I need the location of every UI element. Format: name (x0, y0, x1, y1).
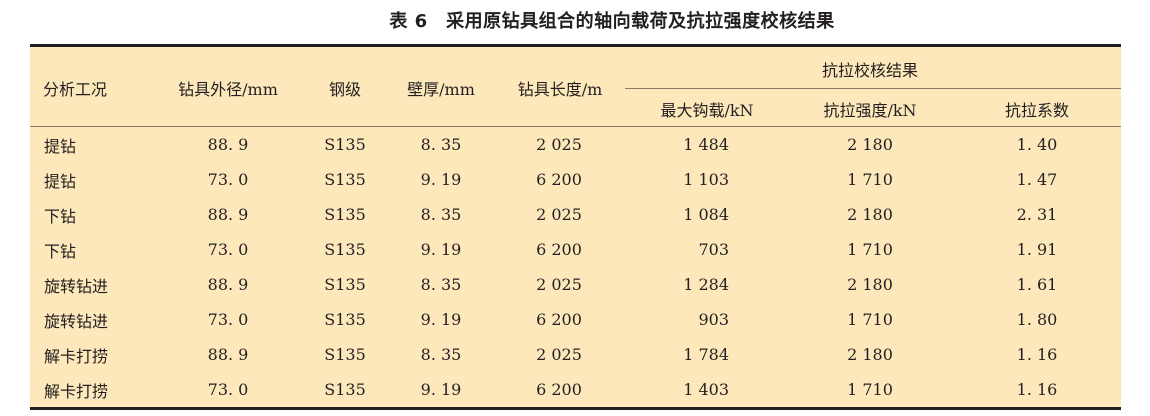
cell-grade: S135 (324, 205, 366, 224)
cell-condition: 旋转钻进 (44, 311, 109, 331)
cell-condition: 提钻 (44, 136, 77, 156)
header-strength: 抗拉强度/kN (823, 101, 917, 120)
cell-strength: 2 180 (847, 135, 893, 154)
table-row: 旋转钻进 73. 0 S135 9. 19 6 200 903 1 710 1. 80 (30, 302, 1121, 337)
cell-wall: 8. 35 (420, 205, 462, 224)
cell-wall: 8. 35 (420, 345, 462, 364)
cell-hookload: 903 (698, 310, 729, 329)
cell-hookload: 1 103 (683, 170, 729, 189)
cell-strength: 2 180 (847, 345, 893, 364)
cell-condition: 提钻 (44, 171, 77, 191)
cell-factor: 1. 40 (1016, 135, 1058, 154)
header-divider (625, 88, 1121, 89)
cell-hookload: 703 (698, 240, 729, 259)
cell-factor: 1. 47 (1016, 170, 1058, 189)
cell-factor: 1. 16 (1016, 345, 1058, 364)
cell-length: 2 025 (536, 135, 582, 154)
cell-hookload: 1 403 (683, 380, 729, 399)
header-condition: 分析工况 (42, 80, 108, 99)
cell-od: 73. 0 (207, 240, 249, 259)
cell-strength: 1 710 (847, 240, 893, 259)
cell-hookload: 1 084 (683, 205, 729, 224)
results-table: 分析工况 钻具外径/mm 钢级 壁厚/mm 钻具长度/m 抗拉校核结果 最大钩载… (30, 44, 1121, 410)
cell-length: 2 025 (536, 345, 582, 364)
cell-od: 73. 0 (207, 170, 249, 189)
header-od: 钻具外径/mm (178, 80, 278, 99)
table-row: 提钻 73. 0 S135 9. 19 6 200 1 103 1 710 1. 47 (30, 162, 1121, 197)
header-group: 抗拉校核结果 (821, 61, 919, 80)
cell-hookload: 1 484 (683, 135, 729, 154)
cell-grade: S135 (324, 240, 366, 259)
cell-od: 73. 0 (207, 310, 249, 329)
table-row: 解卡打捞 73. 0 S135 9. 19 6 200 1 403 1 710 1. 16 (30, 372, 1121, 407)
cell-strength: 1 710 (847, 170, 893, 189)
cell-wall: 9. 19 (420, 240, 462, 259)
cell-grade: S135 (324, 135, 366, 154)
cell-condition: 解卡打捞 (44, 346, 109, 366)
cell-condition: 下钻 (44, 241, 77, 261)
cell-factor: 2. 31 (1016, 205, 1058, 224)
cell-wall: 9. 19 (420, 380, 462, 399)
cell-factor: 1. 80 (1016, 310, 1058, 329)
cell-condition: 解卡打捞 (44, 381, 109, 401)
table-row: 提钻 88. 9 S135 8. 35 2 025 1 484 2 180 1. 40 (30, 127, 1121, 162)
header-grade: 钢级 (328, 80, 362, 99)
cell-grade: S135 (324, 345, 366, 364)
cell-strength: 2 180 (847, 275, 893, 294)
cell-hookload: 1 784 (683, 345, 729, 364)
table-body: 提钻 88. 9 S135 8. 35 2 025 1 484 2 180 1. 40 提钻 73… (30, 127, 1121, 407)
cell-od: 88. 9 (207, 345, 249, 364)
header-factor: 抗拉系数 (1004, 101, 1070, 120)
cell-wall: 9. 19 (420, 170, 462, 189)
table-row: 解卡打捞 88. 9 S135 8. 35 2 025 1 784 2 180 1. 16 (30, 337, 1121, 372)
cell-grade: S135 (324, 380, 366, 399)
cell-od: 88. 9 (207, 275, 249, 294)
cell-condition: 下钻 (44, 206, 77, 226)
table-title: 表 6 采用原钻具组合的轴向载荷及抗拉强度校核结果 (389, 11, 835, 32)
cell-grade: S135 (324, 310, 366, 329)
cell-factor: 1. 91 (1016, 240, 1058, 259)
cell-grade: S135 (324, 275, 366, 294)
cell-grade: S135 (324, 170, 366, 189)
cell-strength: 2 180 (847, 205, 893, 224)
cell-length: 6 200 (536, 170, 582, 189)
cell-length: 2 025 (536, 205, 582, 224)
cell-length: 6 200 (536, 380, 582, 399)
cell-od: 73. 0 (207, 380, 249, 399)
cell-strength: 1 710 (847, 380, 893, 399)
cell-factor: 1. 61 (1016, 275, 1058, 294)
cell-od: 88. 9 (207, 135, 249, 154)
header-wall: 壁厚/mm (407, 80, 475, 99)
cell-wall: 9. 19 (420, 310, 462, 329)
cell-wall: 8. 35 (420, 135, 462, 154)
cell-length: 6 200 (536, 310, 582, 329)
table-row: 旋转钻进 88. 9 S135 8. 35 2 025 1 284 2 180 1. 61 (30, 267, 1121, 302)
header-hookload: 最大钩载/kN (660, 101, 754, 120)
cell-wall: 8. 35 (420, 275, 462, 294)
cell-length: 2 025 (536, 275, 582, 294)
cell-length: 6 200 (536, 240, 582, 259)
cell-condition: 旋转钻进 (44, 276, 109, 296)
header-length: 钻具长度/m (517, 80, 603, 99)
table-header: 分析工况 钻具外径/mm 钢级 壁厚/mm 钻具长度/m 抗拉校核结果 最大钩载… (30, 47, 1121, 127)
table-row: 下钻 88. 9 S135 8. 35 2 025 1 084 2 180 2. 31 (30, 197, 1121, 232)
cell-od: 88. 9 (207, 205, 249, 224)
table-row: 下钻 73. 0 S135 9. 19 6 200 703 1 710 1. 91 (30, 232, 1121, 267)
cell-strength: 1 710 (847, 310, 893, 329)
cell-factor: 1. 16 (1016, 380, 1058, 399)
cell-hookload: 1 284 (683, 275, 729, 294)
